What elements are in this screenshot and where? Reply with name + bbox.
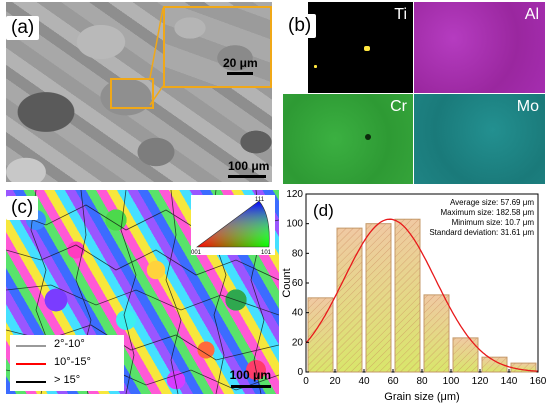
x-tick-label: 20 (329, 376, 341, 387)
boundary-legend: 2°-10° 10°-15° > 15° (10, 335, 124, 391)
main-scale-bar (228, 175, 266, 178)
ti-particle (364, 46, 370, 51)
element-label-mo: Mo (516, 98, 539, 115)
histogram-bar-hatch (424, 294, 449, 372)
cr-void (365, 134, 371, 140)
stat-minimum: Minimum size: 10.7 μm (452, 218, 535, 227)
x-tick-label: 60 (387, 376, 399, 387)
stat-std-dev: Standard deviation: 31.61 μm (429, 228, 534, 237)
ebsd-scale-label: 100 μm (229, 368, 271, 382)
eds-map-mo: Mo (414, 94, 545, 184)
legend-swatch-high-angle (16, 381, 46, 383)
panel-b-eds-maps: Ti Al Cr Mo (b) (283, 2, 545, 184)
x-tick-label: 80 (416, 376, 428, 387)
y-tick-label: 20 (292, 337, 304, 348)
histogram-bar-hatch (395, 219, 420, 372)
panel-d-histogram: 0 20 40 60 80 100 120 140 160 0 20 40 60 80 100 120 Gr… (282, 186, 550, 404)
inset-scale-bar (227, 72, 253, 75)
histogram-bar-hatch (366, 223, 391, 372)
x-tick-label: 120 (472, 376, 489, 387)
y-tick-label: 0 (297, 367, 303, 378)
y-tick-label: 40 (292, 308, 304, 319)
eds-map-ti: Ti (308, 2, 413, 93)
y-tick-label: 80 (292, 248, 304, 259)
main-scale-label: 100 μm (228, 159, 270, 173)
eds-map-al: Al (414, 2, 545, 93)
panel-c-ebsd-map: 111 001 101 2°-10° 10°-15° > 15° 100 μm … (6, 190, 279, 394)
ipf-color-key: 111 001 101 (191, 195, 275, 256)
zoom-inset: 20 μm (163, 6, 272, 88)
element-label-ti: Ti (394, 6, 407, 23)
ti-particle-small (314, 65, 317, 68)
panel-d-label: (d) (313, 201, 334, 220)
inset-scale-label: 20 μm (223, 56, 258, 70)
eds-map-cr: Cr (283, 94, 413, 184)
element-label-al: Al (524, 6, 539, 23)
x-tick-label: 100 (443, 376, 460, 387)
x-tick-label: 0 (303, 376, 309, 387)
y-tick-label: 100 (286, 219, 303, 230)
histogram-bar-hatch (337, 228, 362, 372)
panel-a-label: (a) (6, 16, 40, 40)
legend-text-high-angle: > 15° (54, 374, 81, 386)
zoom-connector-lines (149, 7, 164, 106)
element-label-cr: Cr (390, 98, 407, 115)
panel-b-label: (b) (283, 14, 317, 38)
ipf-label-001: 001 (191, 250, 202, 255)
histogram-bar-hatch (453, 337, 478, 372)
panel-c-label: (c) (6, 196, 39, 220)
x-tick-label: 40 (358, 376, 370, 387)
x-tick-label: 140 (501, 376, 518, 387)
legend-text-low-angle: 2°-10° (54, 338, 85, 350)
ipf-triangle: 111 001 101 (191, 197, 272, 256)
legend-swatch-mid-angle (16, 363, 46, 365)
stat-average: Average size: 57.69 μm (450, 198, 534, 207)
histogram-bar-hatch (482, 357, 507, 372)
ipf-label-111: 111 (255, 197, 265, 203)
zoom-region-box (110, 78, 154, 109)
grain-size-histogram: 0 20 40 60 80 100 120 140 160 0 20 40 60 80 100 120 Gr… (282, 189, 547, 403)
panel-a-sem-image: 20 μm 100 μm (a) (6, 2, 272, 182)
ipf-label-101: 101 (261, 250, 272, 255)
y-tick-label: 60 (292, 278, 304, 289)
y-tick-label: 120 (286, 189, 303, 200)
normal-fit-curve (305, 218, 539, 372)
histogram-bar-hatch (511, 363, 536, 372)
x-tick-label: 160 (530, 376, 547, 387)
legend-swatch-low-angle (16, 345, 46, 347)
x-axis-label: Grain size (μm) (384, 391, 459, 403)
legend-text-mid-angle: 10°-15° (54, 356, 91, 368)
stat-maximum: Maximum size: 182.58 μm (440, 208, 534, 217)
y-axis-label: Count (282, 268, 293, 297)
ebsd-scale-bar (231, 385, 271, 388)
